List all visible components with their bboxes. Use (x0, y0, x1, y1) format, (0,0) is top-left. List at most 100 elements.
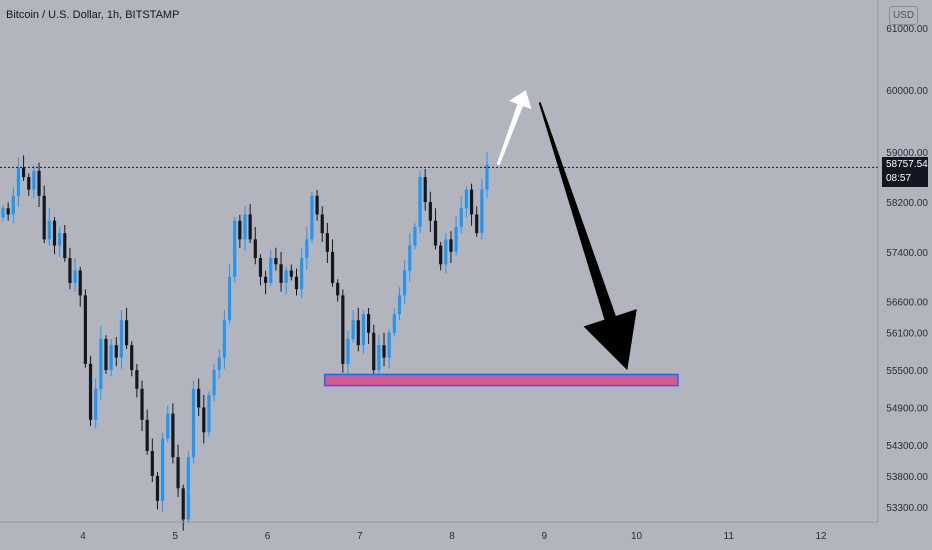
candle-body (444, 239, 448, 265)
candle (248, 204, 252, 244)
candle (433, 208, 438, 250)
time-tick-label: 9 (541, 531, 547, 542)
candle-body (289, 270, 293, 277)
time-tick-label: 7 (357, 531, 363, 542)
candle (176, 444, 180, 498)
candle-body (351, 320, 355, 339)
candle (135, 364, 139, 398)
price-tick-label: 55500.00 (886, 366, 928, 377)
candle (361, 310, 366, 354)
candle (42, 185, 46, 244)
chart-title: Bitcoin / U.S. Dollar, 1h, BITSTAMP (6, 9, 180, 21)
candle (114, 337, 118, 367)
countdown-timer: 08:57 (886, 173, 912, 184)
candle-body (47, 220, 51, 240)
candle-body (382, 345, 386, 358)
candle-body (356, 320, 360, 346)
candle (377, 334, 381, 377)
candle-body (475, 214, 479, 234)
candle (94, 378, 98, 429)
candle (243, 206, 247, 251)
candle-body (52, 220, 57, 246)
candle-body (397, 295, 402, 315)
time-tick-label: 4 (80, 531, 86, 542)
candle-body (274, 258, 278, 265)
black-arrow[interactable] (538, 102, 637, 371)
candle (181, 484, 185, 531)
candle-body (480, 189, 484, 234)
candle-body (37, 170, 41, 196)
candle-body (408, 245, 412, 271)
white-arrow[interactable] (496, 90, 532, 166)
candle-body (217, 357, 221, 371)
candle-body (166, 413, 170, 439)
candle-body (305, 239, 309, 259)
candle (21, 155, 26, 181)
candle-body (21, 167, 26, 178)
candle-body (320, 214, 324, 234)
candle (423, 169, 427, 211)
candle-body (191, 388, 196, 458)
candle-body (176, 457, 180, 489)
candle-body (88, 363, 93, 420)
time-tick-label: 11 (724, 531, 735, 542)
candle-body (325, 233, 329, 252)
candle (104, 335, 108, 374)
candle-body (469, 189, 474, 215)
arrows[interactable] (496, 90, 637, 371)
candle (140, 380, 144, 432)
time-tick-label: 5 (172, 531, 178, 542)
candle (444, 233, 448, 273)
candle (145, 409, 149, 455)
currency-badge[interactable]: USD (889, 6, 918, 25)
candle-body (145, 419, 149, 451)
candle (351, 310, 355, 343)
candle (454, 216, 458, 256)
candle (449, 231, 453, 264)
candle-body (464, 189, 469, 209)
candle-body (403, 270, 407, 296)
candle-body (124, 320, 129, 346)
candle (238, 214, 242, 249)
candle-body (258, 258, 263, 277)
candle (212, 364, 216, 402)
candle (413, 223, 417, 250)
price-tick-label: 53300.00 (886, 503, 928, 514)
candle-body (130, 345, 134, 371)
support-zone[interactable] (323, 373, 679, 387)
candle-body (428, 202, 432, 221)
candle (207, 391, 211, 437)
candle (197, 378, 201, 417)
candle-body (150, 450, 154, 476)
candle (6, 202, 10, 221)
candle-body (392, 314, 396, 333)
candle (27, 173, 31, 196)
candle-body (186, 457, 190, 520)
candle-body (377, 345, 381, 371)
candle (68, 247, 72, 290)
candle-body (1, 208, 5, 218)
support-zone-rect[interactable] (323, 373, 679, 387)
candle-body (78, 270, 82, 296)
candle (475, 206, 479, 237)
candle (480, 179, 484, 240)
candle (346, 330, 350, 376)
last-price-value: 58757.54 (886, 159, 928, 170)
candle (191, 380, 196, 464)
candle-body (227, 276, 232, 321)
candle-body (212, 370, 216, 395)
candle (428, 191, 432, 232)
candle (387, 328, 391, 369)
candle (408, 233, 412, 282)
candle-body (361, 314, 366, 346)
candle-body (269, 258, 273, 283)
candle-body (248, 214, 252, 240)
candle (233, 216, 237, 283)
candle (310, 192, 314, 244)
candle (289, 264, 293, 281)
candle (217, 349, 221, 379)
candle-body (279, 264, 283, 283)
candle-body (42, 195, 46, 240)
candle (47, 208, 51, 246)
